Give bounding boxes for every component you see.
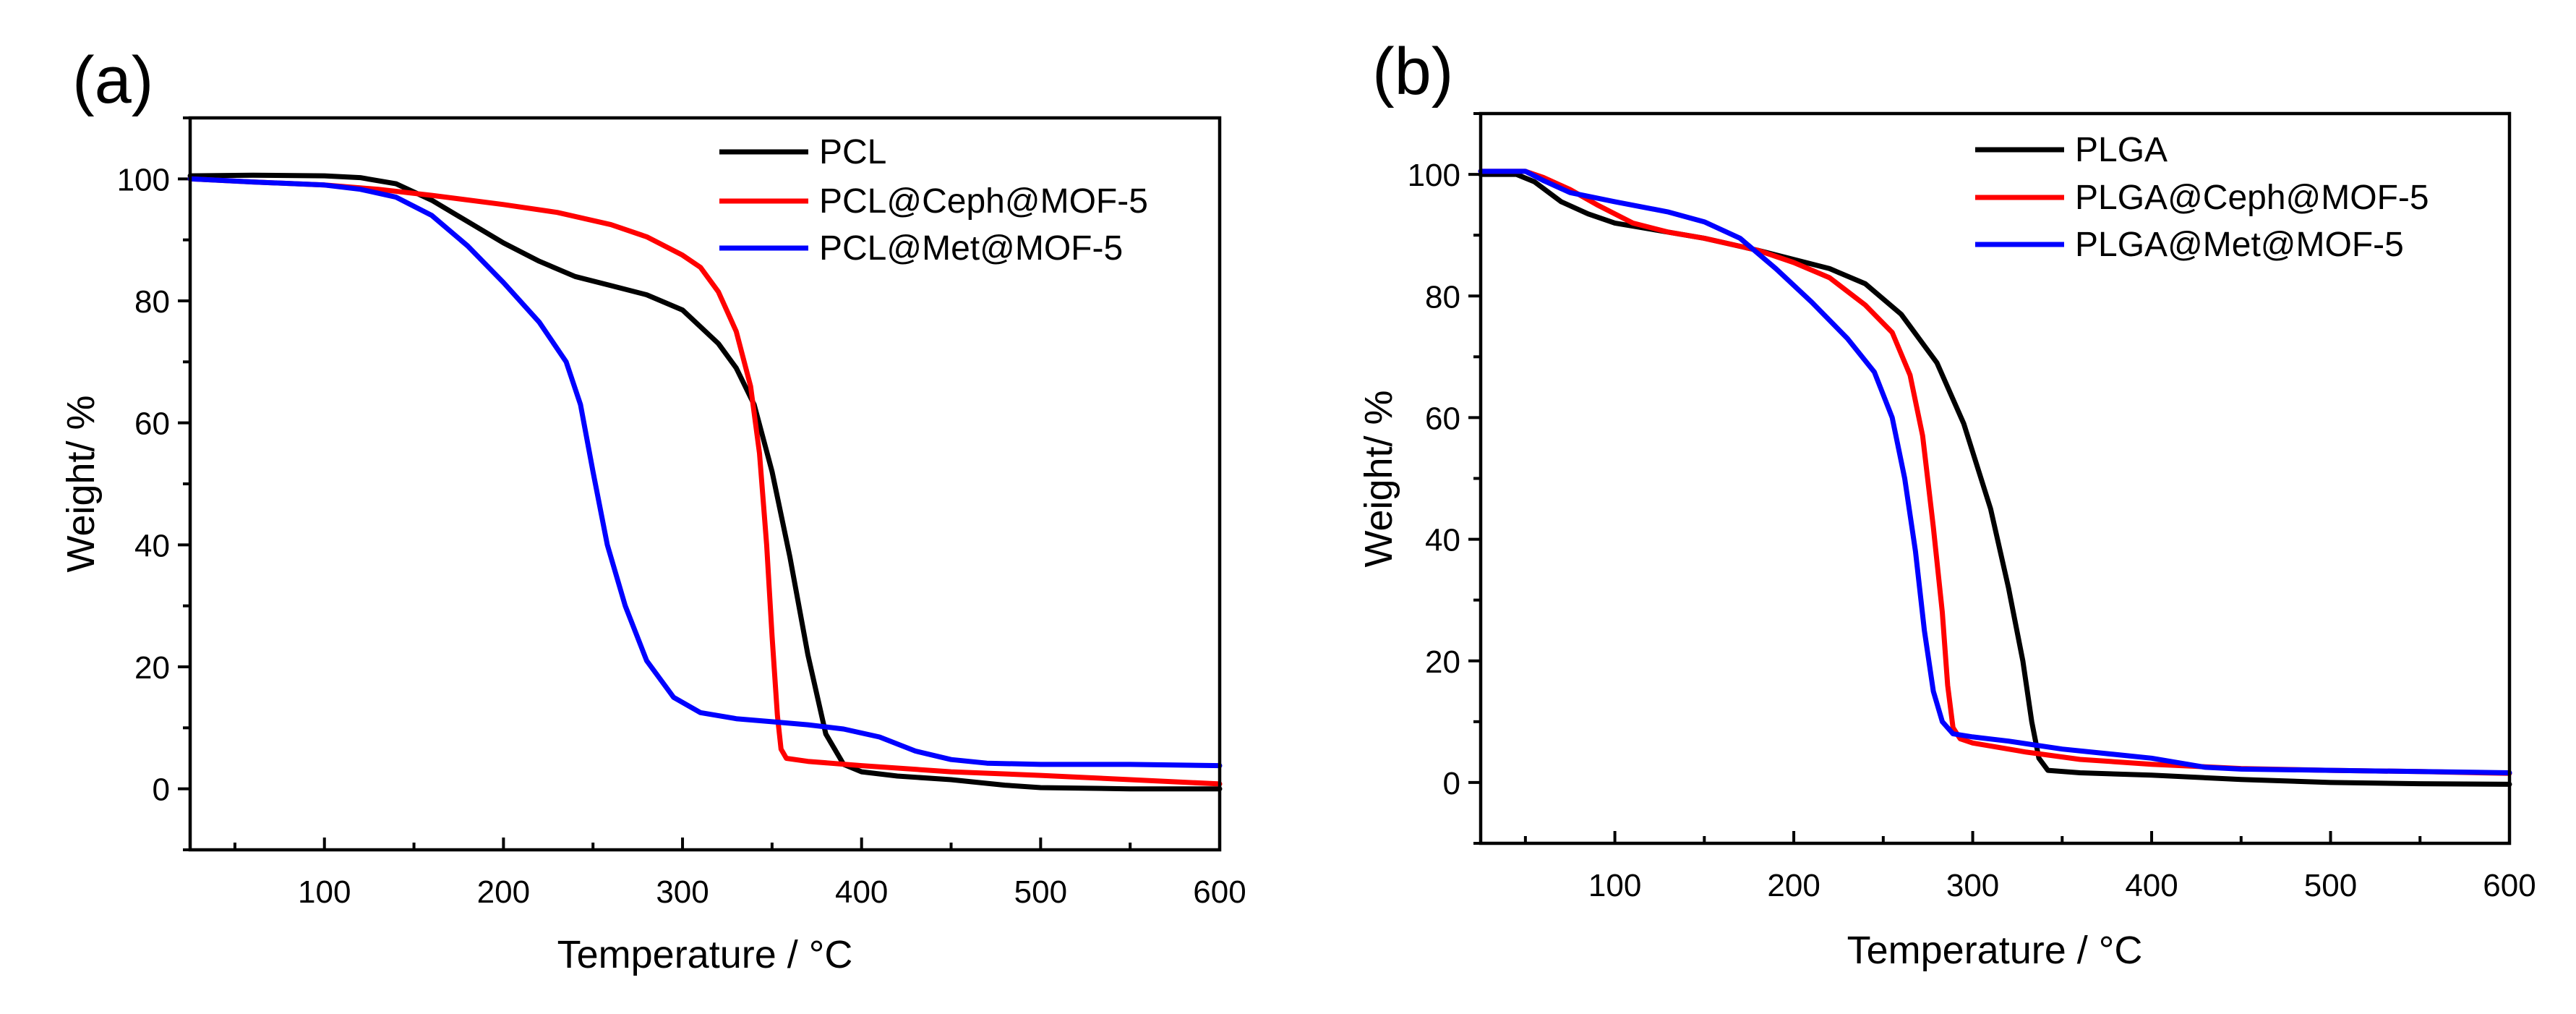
panel-a-ticks [178, 116, 1221, 851]
y-tick-label: 20 [1425, 644, 1460, 680]
y-tick-label: 20 [134, 650, 170, 686]
panel-b-ticks [1468, 112, 2511, 845]
x-axis-label: Temperature / °C [557, 933, 853, 976]
y-tick-label: 0 [1443, 766, 1460, 801]
panel-b-series [1478, 169, 2512, 787]
y-axis-label: Weight/ % [59, 395, 103, 572]
panel-a-plot-area [178, 116, 1223, 852]
series-line-plga-ceph-mof-5 [1478, 169, 2512, 776]
legend-label: PCL@Ceph@MOF-5 [819, 182, 1148, 221]
panel-a-legend: PCL PCL@Ceph@MOF-5 PCL@Met@MOF-5 [719, 133, 1148, 268]
x-tick-label: 300 [1946, 868, 1999, 903]
series-line-plga [1478, 171, 2512, 787]
x-tick-label: 500 [2304, 868, 2357, 903]
legend-label: PLGA@Ceph@MOF-5 [2075, 179, 2429, 217]
series-line-pcl-met-mof-5 [187, 176, 1223, 769]
x-tick-label: 500 [1014, 874, 1067, 910]
y-tick-label: 60 [1425, 401, 1460, 436]
x-tick-label: 100 [1588, 868, 1641, 903]
panel-a-frame [188, 116, 1222, 852]
x-axis-label: Temperature / °C [1847, 929, 2143, 972]
y-tick-label: 100 [1408, 158, 1460, 193]
panel-a-x-tick-labels: 100 200 300 400 500 600 [298, 874, 1246, 910]
panel-b-frame [1479, 111, 2512, 845]
legend-label: PCL@Met@MOF-5 [819, 229, 1123, 268]
panel-a: (a) 100 200 300 400 500 600 0 20 40 60 8… [59, 43, 1246, 976]
y-tick-label: 60 [134, 406, 170, 442]
y-tick-label: 100 [117, 162, 170, 197]
y-tick-label: 40 [134, 528, 170, 563]
x-tick-label: 200 [1767, 868, 1820, 903]
legend-label: PLGA [2075, 131, 2168, 169]
panel-b-x-tick-labels: 100 200 300 400 500 600 [1588, 868, 2536, 903]
panel-label-b: (b) [1372, 35, 1453, 108]
series-line-plga-met-mof-5 [1478, 169, 2512, 775]
panel-a-y-tick-labels: 0 20 40 60 80 100 [117, 162, 170, 807]
y-tick-label: 80 [1425, 279, 1460, 315]
panel-b-legend: PLGA PLGA@Ceph@MOF-5 PLGA@Met@MOF-5 [1975, 131, 2429, 264]
x-tick-label: 400 [835, 874, 888, 910]
legend-label: PLGA@Met@MOF-5 [2075, 226, 2404, 264]
y-tick-label: 40 [1425, 523, 1460, 558]
panel-a-series [187, 172, 1223, 792]
x-tick-label: 200 [477, 874, 530, 910]
panel-b: (b) 100 200 300 400 500 600 0 20 40 60 8… [1357, 35, 2536, 972]
panel-label-a: (a) [72, 43, 153, 117]
x-tick-label: 600 [1193, 874, 1246, 910]
x-tick-label: 300 [656, 874, 709, 910]
panel-b-y-tick-labels: 0 20 40 60 80 100 [1408, 158, 1460, 801]
y-tick-label: 0 [153, 772, 170, 808]
legend-label: PCL [819, 133, 886, 171]
series-line-pcl-ceph-mof-5 [187, 176, 1223, 787]
y-axis-label: Weight/ % [1357, 390, 1400, 567]
x-tick-label: 100 [298, 874, 351, 910]
panel-b-plot-area [1468, 111, 2512, 845]
x-tick-label: 400 [2125, 868, 2178, 903]
x-tick-label: 600 [2483, 868, 2536, 903]
y-tick-label: 80 [134, 284, 170, 320]
